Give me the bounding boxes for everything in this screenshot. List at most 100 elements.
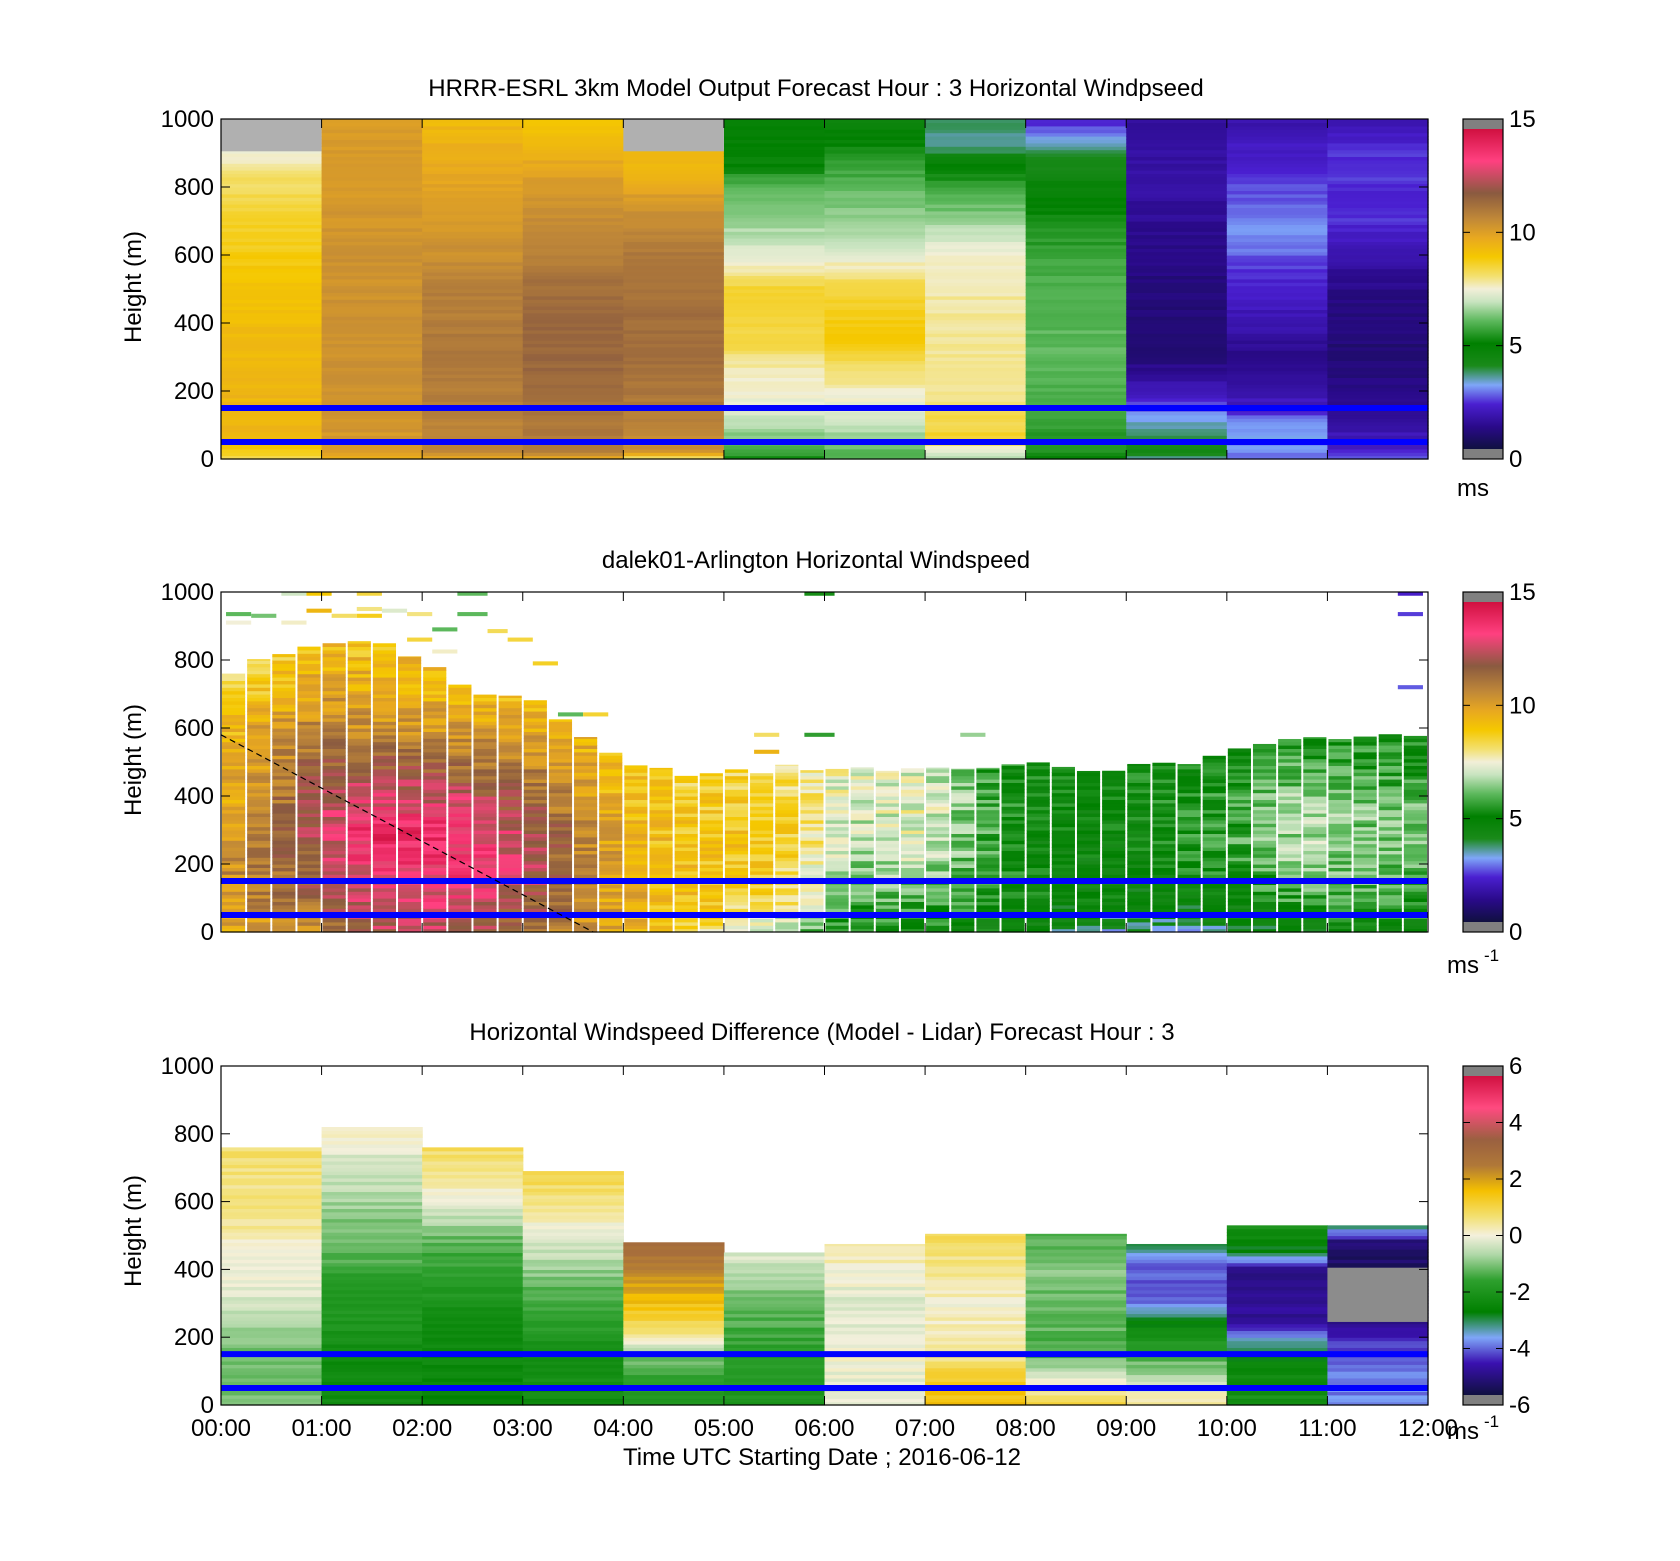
heatmap-cell <box>522 418 624 423</box>
heatmap-cell <box>723 258 826 263</box>
heatmap-cell <box>1327 221 1429 225</box>
heatmap-cell <box>1025 360 1127 365</box>
heatmap-cell <box>398 809 422 814</box>
heatmap-cell <box>321 1333 423 1338</box>
heatmap-cell <box>750 901 774 906</box>
heatmap-cell <box>523 748 547 753</box>
heatmap-cell <box>347 751 371 756</box>
heatmap-cell <box>398 741 422 746</box>
y-tick-label: 400 <box>174 1256 214 1283</box>
heatmap-cell <box>372 670 397 675</box>
heatmap-cell <box>398 840 422 845</box>
heatmap-cell <box>372 673 397 678</box>
heatmap-cell <box>1327 1245 1429 1250</box>
heatmap-cell <box>1226 241 1329 246</box>
heatmap-cell <box>723 1337 826 1342</box>
heatmap-cell <box>1001 891 1025 896</box>
heatmap-cell <box>247 738 271 743</box>
heatmap-cell <box>925 1381 1027 1386</box>
heatmap-cell <box>875 809 899 814</box>
heatmap-cell <box>321 1323 423 1328</box>
heatmap-cell <box>1127 840 1151 845</box>
heatmap-cell <box>422 1167 524 1172</box>
heatmap-cell <box>321 244 423 249</box>
heatmap-cell <box>1327 350 1429 355</box>
heatmap-cell <box>925 255 1027 259</box>
heatmap-cell <box>422 142 524 147</box>
heatmap-cell <box>1126 187 1228 191</box>
heatmap-cell <box>1026 918 1050 923</box>
heatmap-cell <box>1226 1306 1329 1311</box>
heatmap-cell <box>623 357 725 361</box>
heatmap-cell <box>1353 884 1377 889</box>
heatmap-cell <box>1303 864 1327 868</box>
heatmap-cell <box>272 707 296 712</box>
heatmap-cell <box>824 380 926 385</box>
heatmap-cell <box>976 853 1000 858</box>
heatmap-cell <box>824 394 926 399</box>
heatmap-cell <box>398 721 422 726</box>
heatmap-cell <box>724 898 749 902</box>
heatmap-cell <box>321 282 423 287</box>
heatmap-cell <box>925 1371 1027 1376</box>
heatmap-cell <box>422 401 524 406</box>
heatmap-cell <box>522 207 624 212</box>
heatmap-cell <box>951 887 975 892</box>
heatmap-cell <box>1303 751 1327 756</box>
heatmap-cell <box>1025 234 1127 239</box>
heatmap-cell <box>1303 887 1327 892</box>
heatmap-cell <box>1127 823 1151 828</box>
heatmap-cell <box>1025 1266 1127 1270</box>
heatmap-cell <box>1378 806 1402 811</box>
heatmap-cell <box>297 833 321 838</box>
heatmap-cell <box>522 316 624 321</box>
heatmap-cell <box>875 823 899 828</box>
heatmap-cell <box>321 1211 423 1216</box>
heatmap-cell <box>221 244 323 249</box>
heatmap-cell <box>347 830 371 834</box>
heatmap-cell <box>824 452 926 457</box>
heatmap-cell <box>875 908 899 913</box>
heatmap-cell <box>574 823 598 828</box>
heatmap-cell <box>498 738 522 743</box>
heatmap-cell <box>875 775 899 780</box>
heatmap-cell <box>875 928 899 933</box>
heatmap-cell <box>723 346 826 351</box>
heatmap-cell <box>1226 255 1329 259</box>
heatmap-cell <box>221 1272 323 1277</box>
heatmap-cell <box>824 261 926 266</box>
heatmap-cell <box>1403 789 1427 794</box>
heatmap-cell <box>522 336 624 341</box>
heatmap-cell <box>976 925 1000 930</box>
heatmap-cell <box>900 891 925 896</box>
heatmap-cell <box>1328 826 1352 831</box>
heatmap-cell <box>1127 819 1151 824</box>
heatmap-cell <box>1152 792 1176 797</box>
heatmap-cell <box>623 1340 725 1345</box>
heatmap-cell <box>1378 796 1402 800</box>
heatmap-cell <box>221 214 323 219</box>
heatmap-cell <box>1025 421 1127 426</box>
heatmap-cell <box>1278 779 1302 783</box>
heatmap-cell <box>1378 836 1402 841</box>
heatmap-cell <box>321 391 423 395</box>
heatmap-cell <box>1127 792 1151 797</box>
heatmap-cell <box>221 190 323 195</box>
heatmap-cell <box>522 278 624 283</box>
heatmap-cell <box>1025 221 1127 225</box>
heatmap-cell <box>398 853 422 858</box>
heatmap-cell <box>850 809 874 814</box>
heatmap-cell <box>347 694 371 698</box>
heatmap-cell <box>723 1340 826 1345</box>
heatmap-cell <box>723 1276 826 1281</box>
heatmap-cell <box>1127 813 1151 817</box>
heatmap-cell <box>1353 799 1377 804</box>
heatmap-cell <box>623 1266 725 1270</box>
heatmap-cell <box>448 799 472 804</box>
heatmap-cell <box>1025 292 1127 297</box>
heatmap-cell <box>247 816 271 821</box>
colorbar-cap-high <box>1463 119 1503 129</box>
heatmap-cell <box>723 401 826 406</box>
heatmap-cell <box>599 860 623 865</box>
heatmap-cell <box>824 455 926 460</box>
